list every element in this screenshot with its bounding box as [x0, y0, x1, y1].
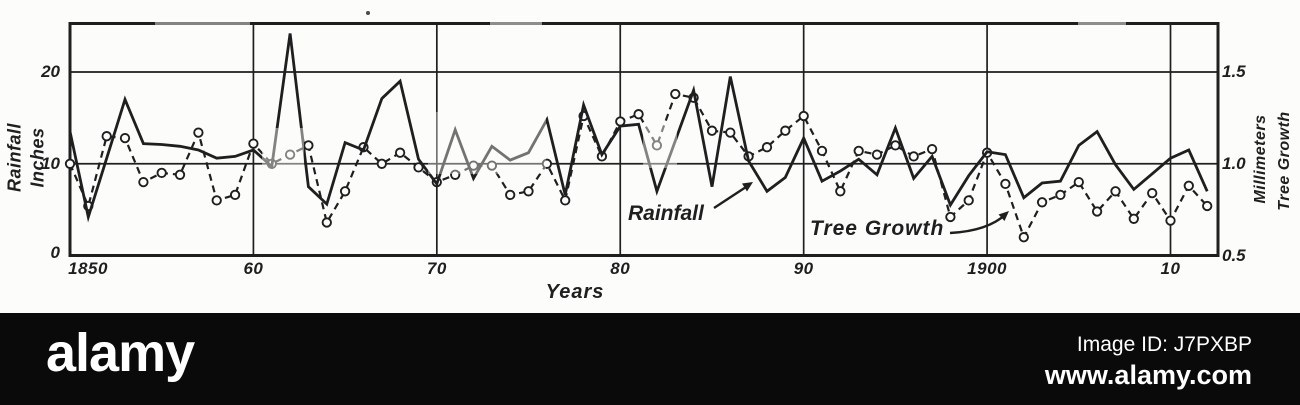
- tree-growth-point: [780, 125, 791, 136]
- tree-growth-point: [560, 195, 571, 206]
- tree-growth-point: [1073, 176, 1084, 188]
- tree-growth-point: [835, 186, 846, 197]
- left-axis-title-line1: Rainfall: [4, 123, 25, 193]
- y-tick-label-right: 1.0: [1222, 153, 1246, 173]
- tree-growth-point: [963, 195, 974, 206]
- rainfall-annotation-arrow: [713, 185, 747, 210]
- y-tick-label-left: 10: [41, 153, 60, 173]
- tree-growth-point: [138, 176, 149, 188]
- tree-growth-point: [725, 127, 736, 138]
- tree-growth-point: [1165, 215, 1176, 226]
- tree-growth-series-annotation: Tree Growth: [810, 217, 945, 240]
- y-tick-label-right: 0.5: [1222, 245, 1246, 265]
- x-tick-label: 10: [1160, 259, 1181, 278]
- tree-growth-point: [450, 169, 461, 180]
- watermark-bar: alamy Image ID: J7PXBP www.alamy.com: [0, 313, 1300, 405]
- scan-speck: [366, 11, 370, 15]
- scan-artifact: [490, 20, 542, 26]
- tree-growth-point: [284, 149, 296, 160]
- y-tick-label-right: 1.5: [1222, 62, 1246, 81]
- alamy-logo: alamy: [46, 323, 195, 383]
- tree-growth-point: [871, 149, 883, 160]
- scan-artifact: [262, 128, 304, 172]
- tree-growth-point: [101, 131, 112, 142]
- x-tick-label: 60: [243, 259, 264, 278]
- x-tick-label: 70: [426, 259, 447, 278]
- x-tick-label: 1850: [68, 259, 108, 278]
- tree-growth-point: [321, 217, 332, 228]
- tree-growth-point: [486, 160, 498, 171]
- rainfall-series-annotation: Rainfall: [628, 202, 704, 225]
- tree-growth-point: [174, 169, 186, 180]
- tree-growth-point: [505, 189, 516, 201]
- tree-growth-point: [339, 186, 351, 197]
- tree-growth-point: [248, 138, 259, 149]
- y-tick-label-left: 20: [41, 62, 60, 81]
- tree-growth-point: [908, 151, 919, 162]
- alamy-url-text: www.alamy.com: [1044, 360, 1252, 390]
- tree-growth-point: [926, 143, 938, 155]
- tree-growth-point: [1183, 180, 1194, 191]
- tree-growth-point: [303, 140, 314, 151]
- x-tick-label: 80: [610, 259, 631, 278]
- tree-growth-point: [1000, 178, 1011, 190]
- tree-growth-point: [523, 186, 534, 197]
- tree-growth-point: [119, 132, 131, 144]
- scan-artifact: [155, 20, 250, 26]
- tree-growth-point: [1110, 186, 1121, 197]
- scan-artifact: [428, 112, 546, 174]
- tree-growth-point: [816, 145, 828, 157]
- tree-growth-point: [211, 195, 222, 206]
- tree-growth-point: [1147, 187, 1158, 199]
- x-axis-title: Years: [545, 281, 605, 303]
- tree-growth-point: [413, 162, 424, 173]
- chart-canvas: [64, 11, 1220, 257]
- image-id-text: Image ID: J7PXBP: [1076, 333, 1252, 356]
- tree-growth-point: [853, 145, 864, 157]
- tree-growth-point: [651, 140, 663, 151]
- tree-growth-point: [945, 211, 956, 223]
- tree-growth-point: [890, 140, 901, 151]
- right-axis-title-line2: Tree Growth: [1276, 111, 1293, 211]
- x-tick-label: 1900: [967, 259, 1007, 278]
- tree-growth-point: [1036, 197, 1048, 208]
- tree-growth-point: [633, 109, 644, 120]
- tree-growth-point: [541, 158, 553, 169]
- plot-border: [68, 22, 1220, 257]
- rainfall-line: [68, 33, 1209, 223]
- tree-growth-point: [193, 127, 204, 138]
- tree-growth-point: [798, 110, 809, 122]
- tree-growth-point: [1128, 213, 1139, 224]
- scan-artifact: [1078, 20, 1126, 26]
- tree-growth-point: [1055, 189, 1066, 201]
- tree-growth-point: [156, 167, 167, 179]
- tree-growth-point: [761, 142, 773, 153]
- tree-growth-point: [64, 158, 76, 169]
- scan-artifact: [643, 122, 677, 168]
- tree-growth-point: [670, 88, 681, 100]
- tree-growth-point: [376, 158, 387, 169]
- tree-growth-annotation-arrowhead: [998, 211, 1009, 221]
- x-tick-label: 90: [793, 259, 814, 278]
- rainfall-annotation-arrowhead: [742, 182, 753, 192]
- tree-growth-point: [1202, 200, 1213, 212]
- tree-growth-point: [1018, 232, 1029, 243]
- tree-growth-point: [1091, 206, 1103, 217]
- tree-growth-annotation-arrow: [949, 213, 1007, 235]
- tree-growth-line: [68, 92, 1209, 240]
- y-tick-label-left: 0: [50, 243, 60, 262]
- tree-growth-point: [229, 189, 241, 201]
- tree-growth-point: [394, 147, 406, 158]
- tree-growth-point: [706, 125, 718, 136]
